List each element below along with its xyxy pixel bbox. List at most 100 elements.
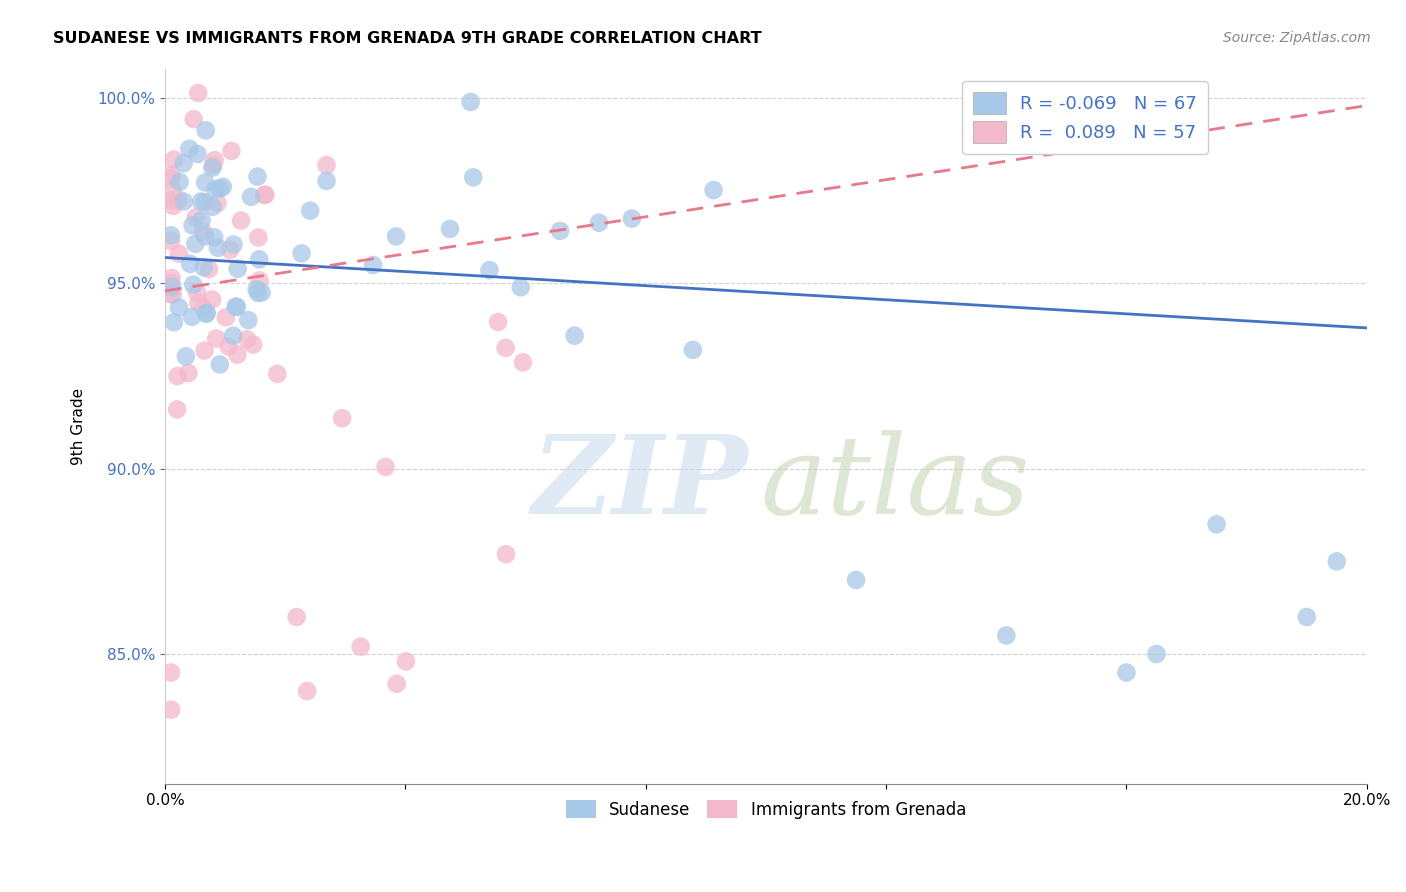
Point (845, 573, 868, 587)
Point (160, 271, 183, 285)
Point (478, 263, 501, 277)
Point (512, 355, 534, 369)
Point (163, 315, 186, 329)
Point (181, 219, 204, 233)
Point (166, 402, 188, 417)
Point (179, 257, 201, 271)
Point (186, 285, 208, 299)
Point (266, 367, 288, 381)
Point (439, 222, 461, 236)
Point (186, 147, 208, 161)
Point (250, 285, 273, 300)
Point (160, 171, 183, 186)
Point (548, 224, 571, 238)
Text: atlas: atlas (759, 430, 1029, 537)
Point (240, 190, 263, 204)
Point (173, 156, 195, 170)
Point (349, 640, 371, 654)
Point (226, 261, 249, 276)
Point (167, 247, 190, 261)
Point (315, 174, 337, 188)
Point (202, 230, 225, 244)
Point (330, 411, 353, 425)
Point (361, 258, 384, 272)
Point (205, 331, 228, 345)
Point (620, 211, 643, 226)
Point (219, 243, 242, 257)
Point (385, 229, 408, 244)
Point (160, 280, 183, 294)
Point (194, 176, 217, 190)
Point (1295, 610, 1317, 624)
Point (160, 287, 183, 301)
Point (167, 193, 190, 207)
Point (238, 313, 260, 327)
Point (190, 213, 212, 227)
Point (184, 236, 207, 251)
Y-axis label: 9th Grade: 9th Grade (72, 387, 86, 465)
Point (254, 187, 277, 202)
Point (1146, 647, 1168, 661)
Point (221, 144, 243, 158)
Point (222, 328, 245, 343)
Point (201, 293, 224, 307)
Point (195, 307, 218, 321)
Point (295, 684, 318, 698)
Point (183, 112, 205, 127)
Point (246, 282, 269, 296)
Point (226, 348, 249, 362)
Point (385, 676, 408, 690)
Point (253, 188, 276, 202)
Point (162, 184, 184, 198)
Point (187, 295, 209, 310)
Point (181, 277, 204, 292)
Point (218, 340, 240, 354)
Point (162, 199, 184, 213)
Point (191, 225, 214, 239)
Point (236, 332, 259, 346)
Point (247, 230, 270, 244)
Point (1115, 665, 1137, 680)
Point (225, 300, 247, 314)
Point (194, 229, 217, 244)
Point (509, 280, 531, 294)
Point (198, 262, 221, 277)
Point (564, 328, 586, 343)
Point (160, 234, 183, 248)
Point (395, 655, 418, 669)
Point (160, 228, 183, 243)
Point (315, 158, 337, 172)
Point (207, 241, 229, 255)
Point (374, 459, 396, 474)
Point (177, 366, 200, 380)
Point (174, 349, 197, 363)
Point (703, 183, 725, 197)
Point (208, 358, 231, 372)
Point (285, 610, 308, 624)
Text: Source: ZipAtlas.com: Source: ZipAtlas.com (1223, 31, 1371, 45)
Point (167, 301, 190, 315)
Point (194, 195, 217, 210)
Point (208, 181, 231, 195)
Point (202, 158, 225, 172)
Point (995, 628, 1018, 642)
Point (1205, 517, 1227, 532)
Point (222, 237, 245, 252)
Point (486, 315, 509, 329)
Point (249, 273, 271, 287)
Point (166, 369, 188, 384)
Text: ZIP: ZIP (531, 430, 748, 537)
Point (201, 200, 224, 214)
Point (193, 343, 215, 358)
Point (588, 216, 610, 230)
Point (247, 285, 270, 300)
Point (495, 341, 517, 355)
Point (160, 703, 183, 717)
Point (246, 169, 269, 184)
Point (162, 287, 184, 301)
Point (291, 246, 314, 260)
Point (215, 310, 238, 325)
Point (299, 203, 322, 218)
Point (190, 194, 212, 209)
Point (226, 300, 249, 314)
